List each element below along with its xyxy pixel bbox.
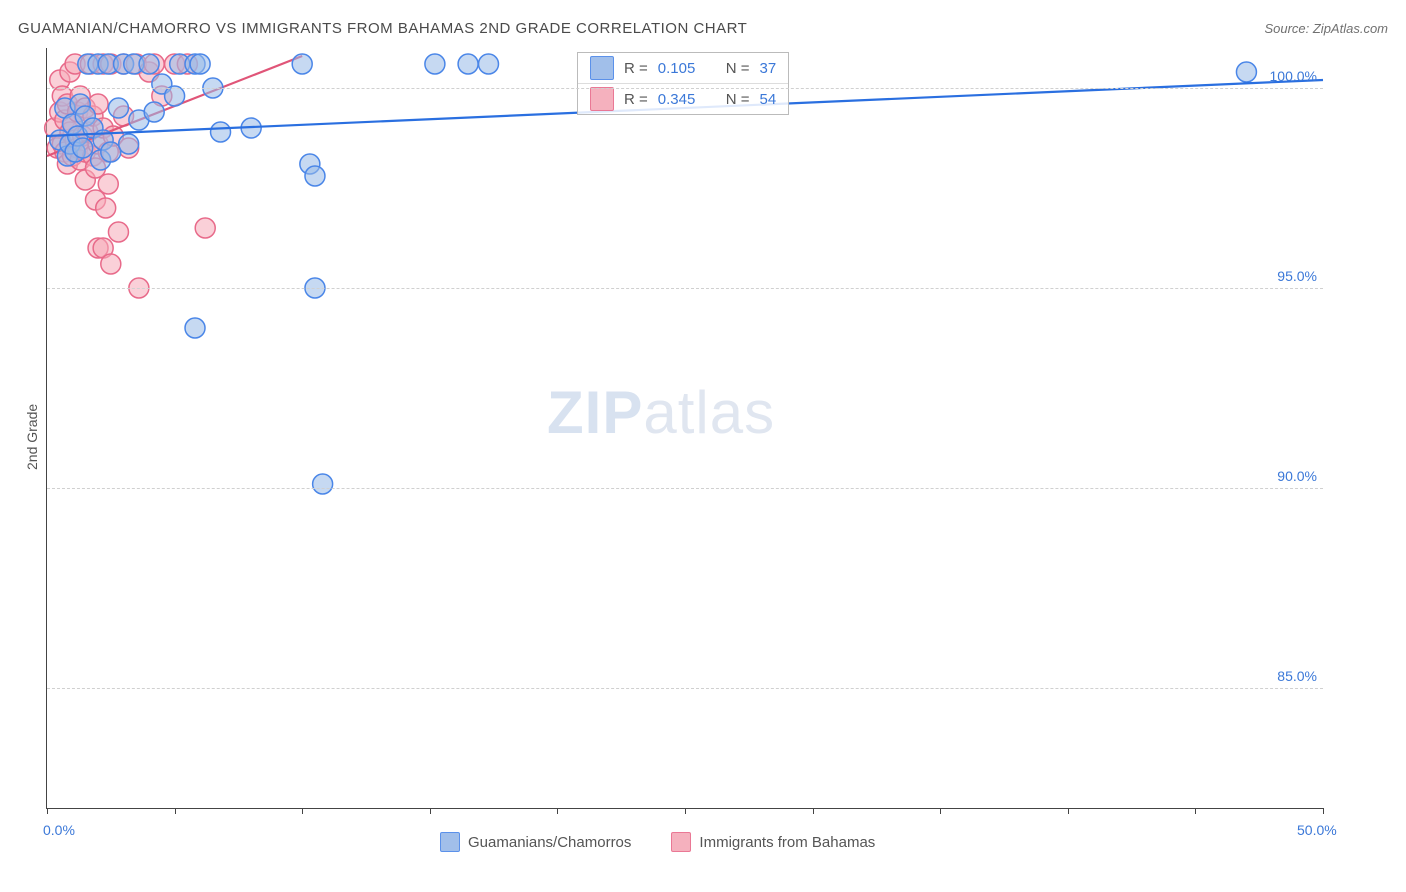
x-tick: [685, 808, 686, 814]
x-tick: [302, 808, 303, 814]
pink-point: [98, 174, 118, 194]
pink-point: [101, 254, 121, 274]
y-tick-label: 90.0%: [1277, 468, 1317, 484]
gridline-h: [47, 288, 1323, 289]
legend-r-label: R =: [624, 91, 648, 108]
y-tick-label: 85.0%: [1277, 668, 1317, 684]
y-tick-label: 95.0%: [1277, 268, 1317, 284]
legend-n-label: N =: [726, 60, 750, 77]
pink-point: [195, 218, 215, 238]
gridline-h: [47, 88, 1323, 89]
legend-n-value: 37: [760, 60, 777, 77]
legend-r-value: 0.105: [658, 60, 716, 77]
x-tick-label: 50.0%: [1297, 822, 1337, 838]
legend-r-label: R =: [624, 60, 648, 77]
blue-point: [73, 138, 93, 158]
stats-legend: R = 0.105 N = 37 R = 0.345 N = 54: [577, 52, 789, 115]
x-tick: [813, 808, 814, 814]
legend-n-value: 54: [760, 91, 777, 108]
gridline-h: [47, 488, 1323, 489]
blue-point: [292, 54, 312, 74]
chart-title: GUAMANIAN/CHAMORRO VS IMMIGRANTS FROM BA…: [18, 20, 747, 37]
chart-header: GUAMANIAN/CHAMORRO VS IMMIGRANTS FROM BA…: [0, 0, 1406, 48]
blue-point: [478, 54, 498, 74]
blue-point: [119, 134, 139, 154]
y-axis-label: 2nd Grade: [24, 404, 40, 470]
blue-point: [211, 122, 231, 142]
blue-point: [185, 318, 205, 338]
x-tick: [557, 808, 558, 814]
blue-point: [108, 98, 128, 118]
series-legend: Guamanians/Chamorros Immigrants from Baha…: [440, 832, 875, 852]
legend-swatch-icon: [590, 87, 614, 111]
legend-swatch-icon: [440, 832, 460, 852]
pink-point: [108, 222, 128, 242]
legend-r-value: 0.345: [658, 91, 716, 108]
legend-swatch-icon: [590, 56, 614, 80]
blue-point: [313, 474, 333, 494]
gridline-h: [47, 688, 1323, 689]
blue-point: [425, 54, 445, 74]
blue-point: [190, 54, 210, 74]
series-legend-label: Guamanians/Chamorros: [468, 834, 631, 851]
y-tick-label: 100.0%: [1270, 68, 1317, 84]
blue-point: [458, 54, 478, 74]
x-tick-label: 0.0%: [43, 822, 75, 838]
blue-point: [165, 86, 185, 106]
x-tick: [940, 808, 941, 814]
scatter-svg: [47, 48, 1323, 808]
x-tick: [1195, 808, 1196, 814]
pink-point: [96, 198, 116, 218]
x-tick: [175, 808, 176, 814]
stats-legend-row: R = 0.105 N = 37: [578, 53, 788, 84]
legend-n-label: N =: [726, 91, 750, 108]
blue-point: [1236, 62, 1256, 82]
chart-source: Source: ZipAtlas.com: [1264, 21, 1388, 36]
legend-swatch-icon: [671, 832, 691, 852]
blue-point: [139, 54, 159, 74]
blue-point: [101, 142, 121, 162]
plot-area: ZIPatlas R =0.105N =37R =0.345N =54 85.0…: [46, 48, 1323, 809]
x-tick: [430, 808, 431, 814]
blue-point: [144, 102, 164, 122]
series-legend-item: Immigrants from Bahamas: [671, 832, 875, 852]
series-legend-label: Immigrants from Bahamas: [699, 834, 875, 851]
x-tick: [47, 808, 48, 814]
x-tick: [1323, 808, 1324, 814]
blue-point: [305, 166, 325, 186]
x-tick: [1068, 808, 1069, 814]
series-legend-item: Guamanians/Chamorros: [440, 832, 631, 852]
